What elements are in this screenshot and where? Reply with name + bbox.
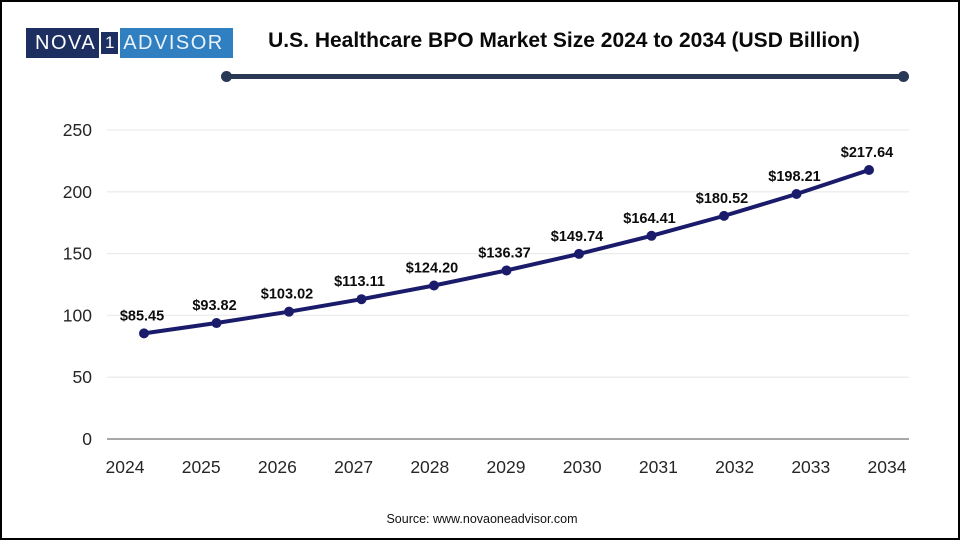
data-point-marker (719, 210, 729, 221)
data-point-marker (429, 280, 439, 291)
y-tick-label: 100 (63, 305, 92, 325)
data-point-label: $85.45 (120, 308, 164, 324)
data-point-marker (501, 265, 512, 276)
y-tick-label: 250 (63, 120, 92, 140)
y-tick-label: 50 (73, 367, 93, 387)
x-tick-label: 2024 (106, 457, 145, 477)
x-tick-label: 2034 (868, 457, 907, 477)
data-point-label: $136.37 (478, 245, 530, 261)
data-point-label: $164.41 (623, 211, 675, 227)
data-point-label: $217.64 (841, 145, 893, 161)
data-point-label: $93.82 (192, 298, 236, 314)
x-tick-label: 2028 (410, 457, 449, 477)
data-point-marker (211, 318, 222, 329)
data-point-label: $124.20 (406, 260, 458, 276)
x-tick-label: 2026 (258, 457, 297, 477)
data-point-marker (646, 230, 657, 241)
title-underline (221, 71, 909, 82)
y-tick-label: 150 (63, 244, 92, 264)
data-point-label: $198.21 (768, 169, 820, 185)
x-tick-label: 2027 (334, 457, 373, 477)
x-tick-label: 2030 (563, 457, 602, 477)
y-tick-label: 0 (82, 429, 92, 449)
x-tick-label: 2025 (182, 457, 221, 477)
page-title: U.S. Healthcare BPO Market Size 2024 to … (268, 29, 860, 52)
data-point-label: $103.02 (261, 287, 313, 303)
data-point-marker (139, 328, 149, 339)
logo-text-nova: NOVA (26, 28, 100, 58)
data-point-marker (284, 306, 294, 317)
data-point-label: $113.11 (334, 274, 385, 290)
logo-one-box: 1 (99, 30, 121, 56)
nova-one-advisor-logo: NOVA 1 ADVISOR (26, 28, 233, 58)
y-tick-label: 200 (63, 182, 92, 202)
data-point-label: $180.52 (696, 191, 748, 207)
data-point-label: $149.74 (551, 229, 603, 245)
data-point-marker (791, 189, 802, 200)
title-underline-bar (225, 74, 905, 79)
x-tick-label: 2032 (715, 457, 754, 477)
x-tick-label: 2029 (487, 457, 526, 477)
logo-text-advisor: ADVISOR (120, 28, 233, 58)
title-underline-right-dot (898, 71, 909, 82)
x-tick-label: 2033 (791, 457, 830, 477)
x-tick-label: 2031 (639, 457, 678, 477)
data-point-marker (356, 294, 367, 305)
source-credit: Source: www.novaoneadvisor.com (386, 512, 578, 526)
data-point-marker (574, 248, 584, 259)
data-point-marker (864, 164, 874, 175)
title-underline-left-dot (221, 71, 232, 82)
